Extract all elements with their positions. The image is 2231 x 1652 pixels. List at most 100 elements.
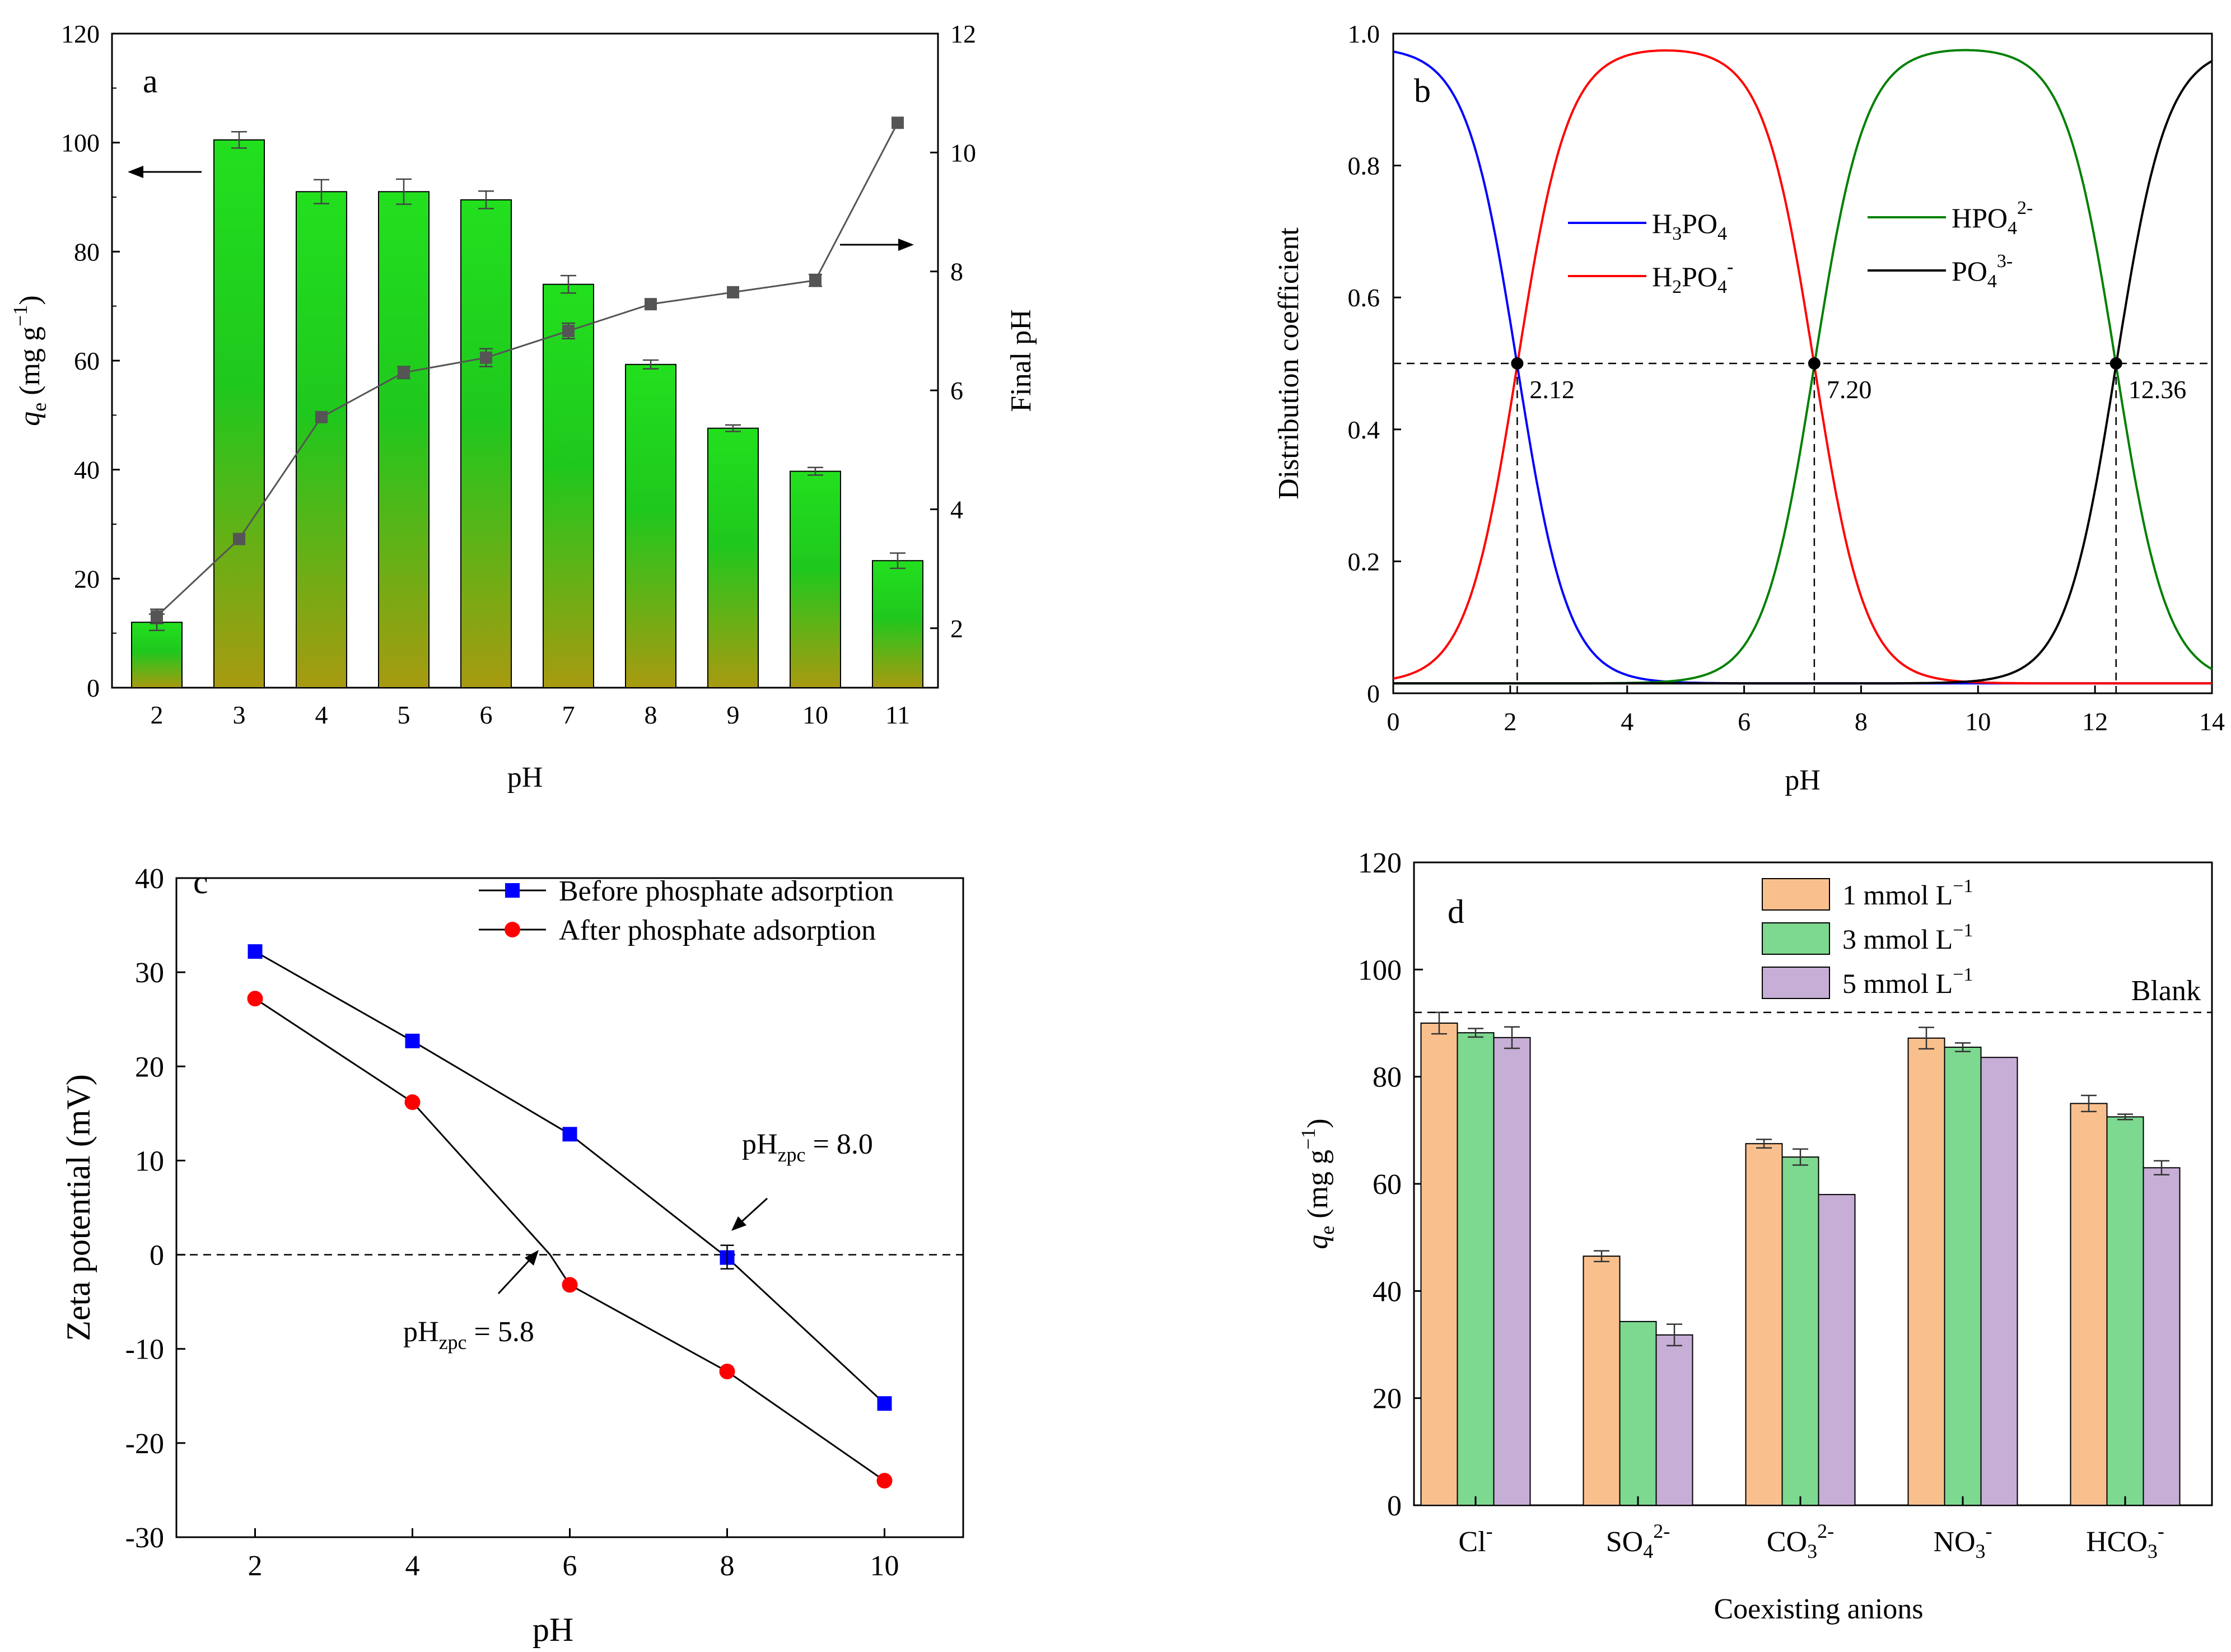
final-ph-point [809,274,822,287]
y-right-tick-label: 12 [950,20,976,48]
annotation-arrowhead-before [731,1216,746,1231]
cat-sup: 2- [1817,1520,1834,1542]
legend-sup: −1 [1953,964,1973,985]
y-tick-label: 0.4 [1348,416,1380,444]
legend-sub2: 4 [2008,218,2017,239]
final-ph-point [398,366,410,379]
panel-a-chart: 0 20 40 60 80 100 120 2 4 6 8 10 12 2 3 4 5 6 7 8 9 10 11 a pH qe… [9,20,1037,794]
bar-series-1 [1944,1047,1982,1506]
series-line-1 [254,997,885,1482]
x-tick-label: 8 [720,1550,735,1582]
cat-sup: - [1486,1520,1493,1542]
cat-base: HCO [2086,1526,2148,1558]
bar-series-2 [1655,1334,1693,1506]
x-tick-label: 5 [398,701,410,729]
bar-series-2 [1818,1194,1856,1506]
ann-ph: pH [403,1316,439,1348]
x-tick-label: 10 [1965,707,1991,736]
ann-sub: zpc [439,1331,467,1354]
y-tick-label: 60 [1373,1169,1402,1201]
legend-label-0: H3PO4 [1652,208,1727,244]
bar-series-1 [2106,1116,2144,1506]
legend-label-3: PO43- [1952,251,2013,292]
legend-sub2: 4 [1987,271,1997,292]
cat-base: CO [1767,1526,1807,1558]
x-tick-label: 2 [151,701,164,729]
ylabel-close: ) [14,295,46,305]
final-ph-point [892,116,904,129]
series-line-3 [1393,60,2213,685]
pka-point [1808,357,1821,370]
bar-qe [296,191,347,688]
legend-mid: PO [1682,208,1717,239]
y-tick-label: 0 [1367,679,1380,708]
x-tick-label: 3 [233,701,246,729]
ylabel-sub: e [1316,1226,1338,1235]
arrow-right-head [898,239,914,251]
ylabel-unit: (mg g [14,326,46,403]
y-tick-label: 0 [150,1240,164,1272]
pka-point [1511,357,1524,370]
y-right-axis-title: Final pH [1005,309,1037,412]
bar-qe [460,199,512,689]
bar-series-2 [1493,1037,1531,1506]
bar-series-1 [1619,1320,1657,1506]
bar-series-1 [1781,1156,1819,1506]
x-tick-label: 2 [248,1550,263,1582]
y-left-tick-label: 40 [74,456,100,484]
y-tick-label: 40 [1373,1276,1402,1308]
x-tick-label: 10 [802,701,828,729]
x-tick-label: 6 [1738,707,1751,736]
marker-before [248,944,263,959]
ann-rest: = 5.8 [467,1316,534,1348]
bar-series-2 [1980,1057,2018,1506]
x-tick-label: 4 [405,1550,420,1582]
legend-mid: PO [1682,261,1717,292]
annotation-zpc-before: pHzpc = 8.0 [742,1128,873,1166]
ylabel-q: q [1302,1235,1334,1249]
y-right-tick-label: 2 [950,614,963,643]
legend-sub2: 4 [1717,223,1727,244]
y-tick-label: 0.2 [1348,547,1380,576]
y-tick-label: 1.0 [1348,20,1380,48]
legend-marker-1 [505,922,520,937]
y-left-tick-label: 100 [61,129,100,157]
bar-qe [131,622,183,688]
y-tick-label: 20 [1373,1383,1402,1415]
ylabel-sub: e [28,403,50,412]
x-axis-title: pH [507,762,543,794]
final-ph-point [562,324,575,337]
bar-qe [872,560,923,688]
cat-base: NO [1933,1526,1975,1558]
legend-sup: 2- [2017,198,2033,218]
cat-sup: - [2158,1520,2164,1542]
y-left-tick-label: 80 [74,237,100,266]
bar-qe [378,191,430,688]
panel-c-chart: 2 4 6 8 10 -30 -20 -10 0 10 20 30 40 Before phosphate… [60,863,964,1648]
x-tick-label: 6 [563,1550,577,1582]
cat-sub: 3 [1807,1540,1817,1562]
y-tick-label: -20 [125,1428,164,1460]
blank-label: Blank [2131,975,2201,1007]
x-tick-label: 9 [727,701,740,729]
panel-label: a [143,63,158,100]
x-tick-label: 8 [645,701,657,729]
x-tick-label: NO3- [1933,1520,1992,1562]
legend-base: H [1652,261,1672,292]
annotation-zpc-after: pHzpc = 5.8 [403,1316,534,1354]
legend-label-0: 1 mmol L−1 [1842,876,1973,911]
final-ph-line [156,122,899,617]
final-ph-point [645,298,657,311]
panel-label: c [193,864,208,900]
bar-qe [790,470,841,688]
x-tick-label: SO42- [1606,1520,1670,1562]
series-line-1 [1393,49,2212,685]
final-ph-point [315,410,328,423]
bar-series-0 [1907,1037,1945,1506]
x-tick-label: CO32- [1767,1520,1834,1562]
legend-name: 5 mmol L [1842,968,1953,999]
ylabel-close: ) [1302,1118,1334,1128]
bar-qe [707,427,759,689]
bar-series-1 [1457,1032,1495,1506]
y-axis-title: Distribution coefficient [1273,227,1305,500]
